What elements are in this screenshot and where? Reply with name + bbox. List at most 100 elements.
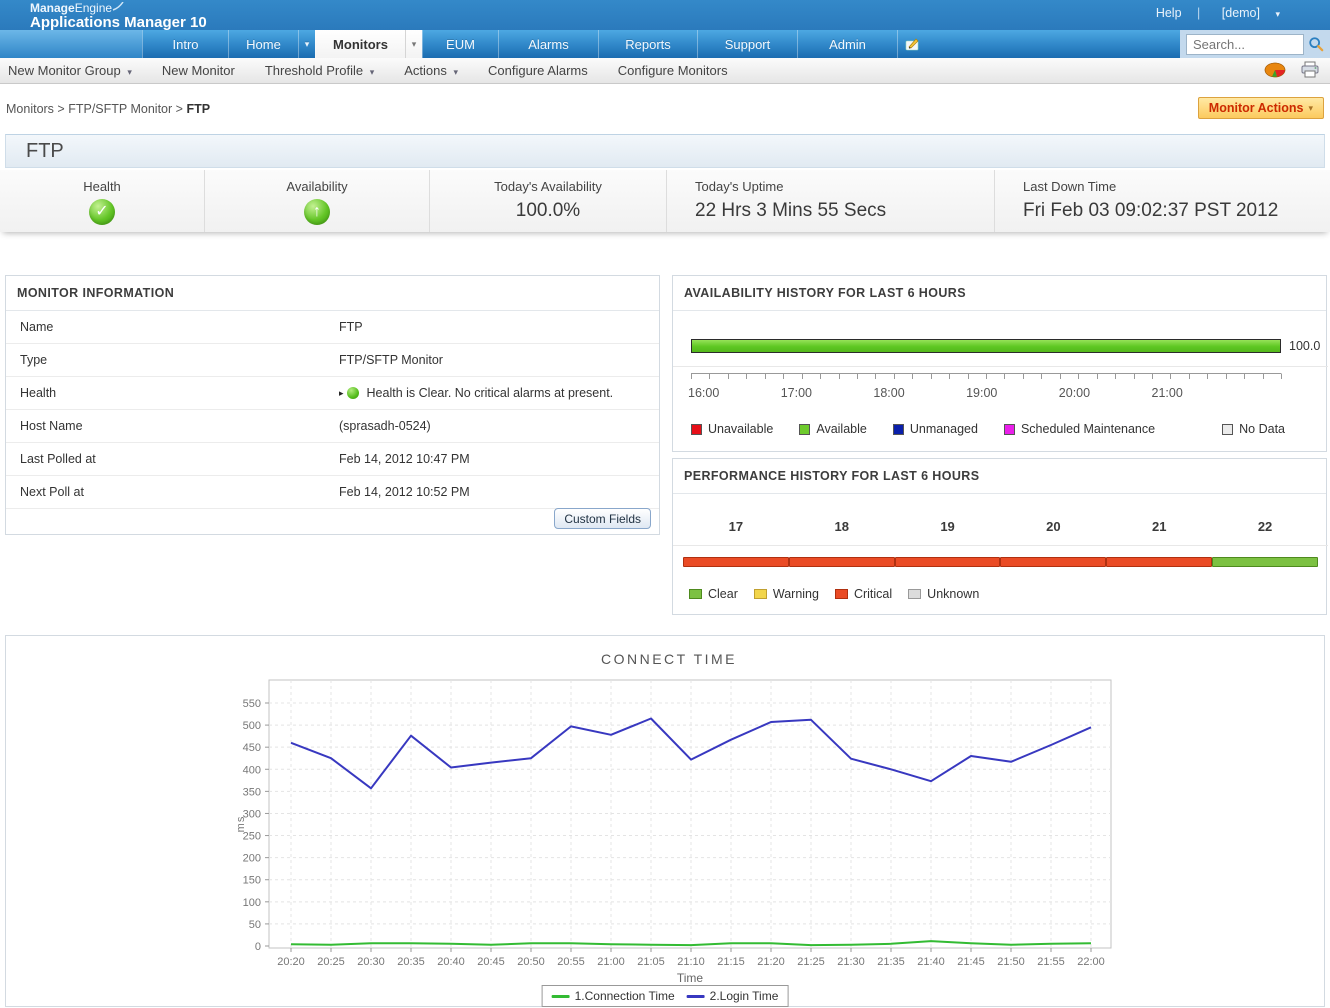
printer-icon[interactable] xyxy=(1300,61,1320,79)
legend-label: No Data xyxy=(1239,422,1285,436)
x-tick-label: 20:45 xyxy=(477,956,505,968)
status-card-label: Availability xyxy=(205,179,429,194)
help-link[interactable]: Help xyxy=(1156,6,1182,20)
y-tick-label: 400 xyxy=(243,764,261,776)
info-label: Health xyxy=(6,386,339,400)
performance-hour-19: 19 xyxy=(895,519,1001,534)
performance-history-title: PERFORMANCE HISTORY FOR LAST 6 HOURS xyxy=(673,469,979,483)
legend-item--connection-time: 1.Connection Time xyxy=(552,989,675,1003)
x-tick-label: 21:40 xyxy=(917,956,945,968)
performance-history-header: PERFORMANCE HISTORY FOR LAST 6 HOURS xyxy=(673,459,1326,494)
search-icon[interactable] xyxy=(1308,35,1324,53)
subnav-item-new-monitor-group[interactable]: New Monitor Group ▾ xyxy=(8,63,132,78)
tab-support[interactable]: Support xyxy=(697,30,797,58)
x-tick-label: 20:20 xyxy=(277,956,305,968)
info-row-type: TypeFTP/SFTP Monitor xyxy=(6,344,659,377)
divider xyxy=(673,545,1328,546)
top-links-divider: | xyxy=(1197,6,1200,20)
custom-fields-button[interactable]: Custom Fields xyxy=(554,508,651,529)
subnav-item-configure-monitors[interactable]: Configure Monitors xyxy=(618,63,728,78)
performance-status-clear[interactable] xyxy=(1212,557,1318,567)
y-tick-label: 500 xyxy=(243,720,261,732)
x-tick-label: 21:05 xyxy=(637,956,665,968)
performance-status-critical[interactable] xyxy=(895,557,1001,567)
subnav-icons xyxy=(1264,61,1320,79)
breadcrumb-row: Monitors > FTP/SFTP Monitor > FTP Monito… xyxy=(0,85,1330,125)
legend-label: Scheduled Maintenance xyxy=(1021,422,1155,436)
legend-line-swatch xyxy=(687,995,705,998)
performance-hour-labels: 171819202122 xyxy=(683,519,1318,534)
availability-legend: UnavailableAvailableUnmanagedScheduled M… xyxy=(691,422,1311,436)
x-tick-label: 21:10 xyxy=(677,956,705,968)
x-tick-label: 21:55 xyxy=(1037,956,1065,968)
legend-item-critical: Critical xyxy=(835,587,892,601)
x-tick-label: 21:50 xyxy=(997,956,1025,968)
legend-item--login-time: 2.Login Time xyxy=(687,989,779,1003)
monitor-information-header: MONITOR INFORMATION xyxy=(6,276,659,311)
tab-admin[interactable]: Admin xyxy=(797,30,897,58)
info-value: FTP xyxy=(339,320,363,334)
legend-swatch xyxy=(835,589,848,599)
tab-eum[interactable]: EUM xyxy=(422,30,498,58)
x-tick-label: 21:45 xyxy=(957,956,985,968)
status-card-health: Health✓ xyxy=(0,170,205,232)
status-card-label: Today's Uptime xyxy=(695,179,994,194)
search-input[interactable] xyxy=(1186,34,1304,55)
tab-intro[interactable]: Intro xyxy=(142,30,228,58)
performance-status-critical[interactable] xyxy=(1000,557,1106,567)
info-value: ▸Health is Clear. No critical alarms at … xyxy=(339,386,613,400)
breadcrumb: Monitors > FTP/SFTP Monitor > FTP xyxy=(6,102,210,116)
performance-hour-22: 22 xyxy=(1212,519,1318,534)
info-row-host-name: Host Name(sprasadh-0524) xyxy=(6,410,659,443)
brand-line1: ManageEngine xyxy=(30,1,124,15)
brand-logo: ManageEngine Applications Manager 10 xyxy=(30,2,207,29)
top-header-bar: ManageEngine Applications Manager 10 Hel… xyxy=(0,0,1330,30)
info-row-name: NameFTP xyxy=(6,311,659,344)
performance-status-critical[interactable] xyxy=(789,557,895,567)
availability-history-header: AVAILABILITY HISTORY FOR LAST 6 HOURS xyxy=(673,276,1326,311)
y-tick-label: 550 xyxy=(243,698,261,710)
pie-chart-icon[interactable] xyxy=(1264,62,1286,78)
info-label: Host Name xyxy=(6,419,339,433)
performance-hour-20: 20 xyxy=(1000,519,1106,534)
x-tick-label: 20:25 xyxy=(317,956,345,968)
user-menu[interactable]: [demo] ▾ xyxy=(1216,6,1286,20)
x-tick-label: 20:55 xyxy=(557,956,585,968)
x-axis-title: Time xyxy=(677,971,704,985)
performance-status-critical[interactable] xyxy=(683,557,789,567)
pencil-icon xyxy=(905,37,920,51)
info-row-next-poll-at: Next Poll atFeb 14, 2012 10:52 PM xyxy=(6,476,659,509)
legend-item-scheduled-maintenance: Scheduled Maintenance xyxy=(1004,422,1155,436)
subnav-item-actions[interactable]: Actions ▾ xyxy=(404,63,458,78)
legend-label: 2.Login Time xyxy=(710,989,779,1003)
tab-home-dropdown-icon[interactable]: ▾ xyxy=(298,30,315,58)
monitor-actions-button[interactable]: Monitor Actions▾ xyxy=(1198,97,1324,119)
y-tick-label: 200 xyxy=(243,853,261,865)
tab-monitors[interactable]: Monitors xyxy=(315,30,405,58)
tab-alarms[interactable]: Alarms xyxy=(498,30,598,58)
performance-status-critical[interactable] xyxy=(1106,557,1212,567)
subnav-item-threshold-profile[interactable]: Threshold Profile ▾ xyxy=(265,63,374,78)
legend-swatch xyxy=(1004,424,1015,435)
y-axis-title: ms xyxy=(235,816,247,833)
performance-cell-18 xyxy=(789,557,895,567)
brand-swoosh-icon xyxy=(112,2,124,11)
availability-hour-label: 18:00 xyxy=(873,386,904,400)
performance-history-panel: PERFORMANCE HISTORY FOR LAST 6 HOURS 171… xyxy=(672,458,1327,615)
subnav-item-new-monitor[interactable]: New Monitor xyxy=(162,63,235,78)
edit-pencil-tab[interactable] xyxy=(897,30,927,58)
brand-line2: Applications Manager 10 xyxy=(30,17,207,29)
breadcrumb-monitors-link[interactable]: Monitors xyxy=(6,102,54,116)
tab-monitors-dropdown-icon[interactable]: ▾ xyxy=(405,30,422,58)
legend-swatch xyxy=(799,424,810,435)
tab-home[interactable]: Home xyxy=(228,30,298,58)
health-expand-icon[interactable]: ▸ xyxy=(339,388,344,399)
x-tick-label: 21:25 xyxy=(797,956,825,968)
breadcrumb-type-link[interactable]: FTP/SFTP Monitor xyxy=(68,102,172,116)
subnav-item-configure-alarms[interactable]: Configure Alarms xyxy=(488,63,588,78)
tab-reports[interactable]: Reports xyxy=(598,30,697,58)
secondary-toolbar: New Monitor Group ▾ New Monitor Threshold … xyxy=(0,58,1330,84)
availability-hour-label: 21:00 xyxy=(1152,386,1183,400)
monitor-information-title: MONITOR INFORMATION xyxy=(6,286,174,300)
page-title-banner: FTP xyxy=(5,134,1325,168)
